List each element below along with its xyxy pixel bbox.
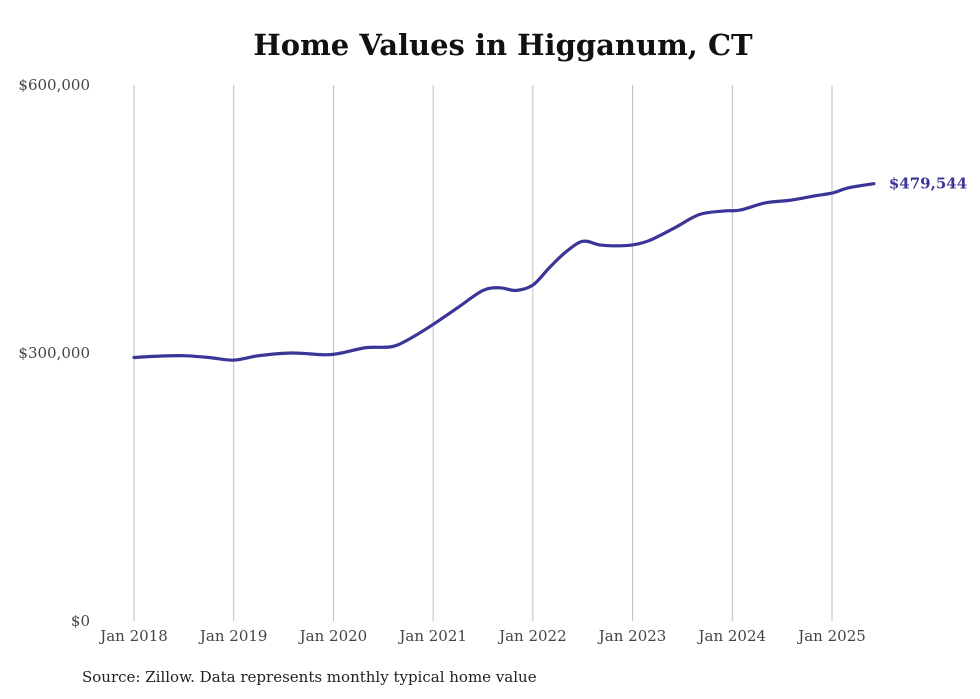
y-tick-label: $300,000 [18,344,90,362]
home-value-line [132,182,876,362]
gridlines [133,85,833,621]
end-value-label-layer: $479,544 [889,175,967,193]
series-layer [132,182,876,362]
line-chart: $0$300,000$600,000 Jan 2018 Jan 2019 Jan 2… [18,76,967,645]
y-tick-label: $0 [71,612,90,630]
y-tick-label: $600,000 [18,76,90,94]
x-tick-label: Jan 2019 [198,627,268,645]
x-tick-label: Jan 2020 [298,627,368,645]
x-tick-label: Jan 2023 [597,627,667,645]
end-value-label: $479,544 [889,175,967,193]
x-tick-label: Jan 2022 [497,627,567,645]
source-note: Source: Zillow. Data represents monthly … [82,668,537,686]
x-tick-label: Jan 2018 [98,627,168,645]
chart-title: Home Values in Higganum, CT [253,28,753,62]
x-tick-label: Jan 2025 [796,627,866,645]
x-tick-label: Jan 2024 [697,627,767,645]
y-axis-tick-labels: $0 $300,000 $600,000 [18,76,90,630]
x-tick-label: Jan 2021 [397,627,467,645]
x-axis-tick-labels: Jan 2018 Jan 2019 Jan 2020 Jan 2021 Jan 2022… [98,627,866,645]
